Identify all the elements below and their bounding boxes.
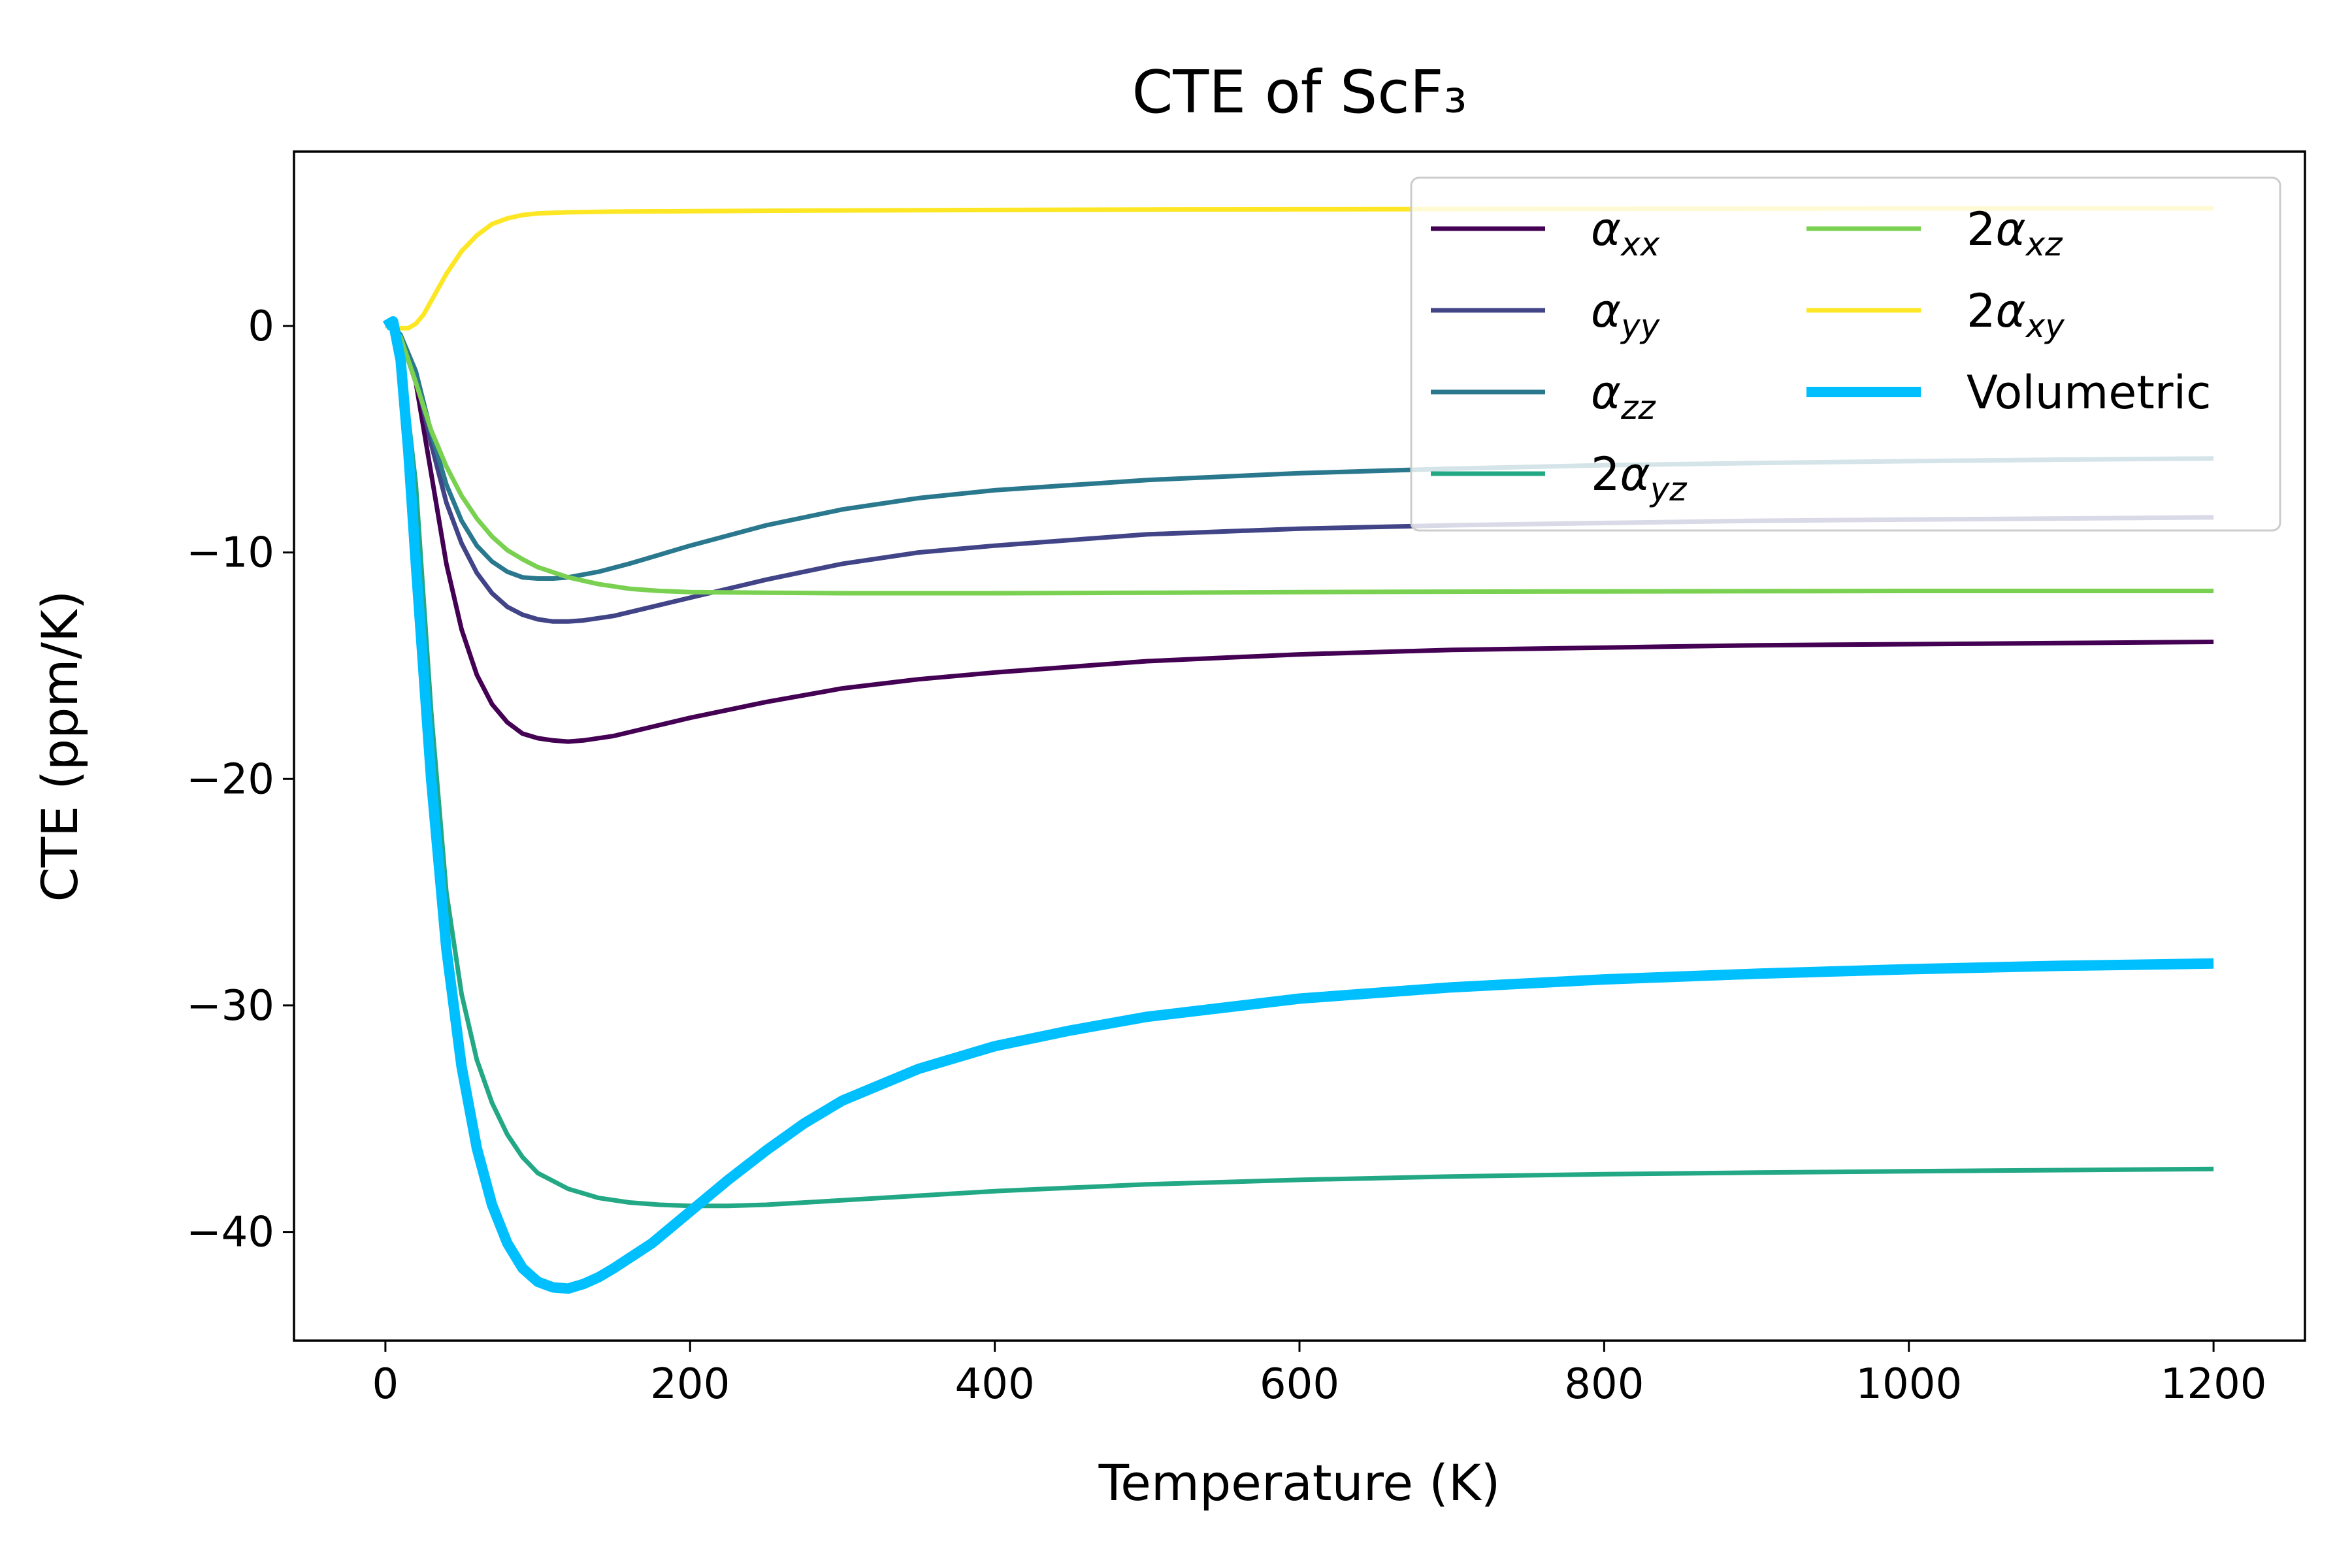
legend-label: αyy [1591, 284, 1661, 345]
chart-title: CTE of ScF₃ [1132, 58, 1467, 127]
x-tick-label: 1000 [1855, 1360, 1962, 1409]
legend-item: 2αyz [1431, 448, 1688, 508]
series-line-volumetric [382, 316, 2214, 1294]
legend-item: αzz [1431, 366, 1656, 427]
x-axis-label: Temperature (K) [1098, 1454, 1501, 1512]
series-line-2xz [385, 323, 2214, 596]
x-tick-label: 200 [650, 1360, 730, 1409]
legend-label: 2αyz [1591, 448, 1688, 508]
y-axis-ticks: 0 −10 −20 −30 −40 [186, 302, 294, 1257]
legend-item: 2αxy [1806, 284, 2065, 345]
series-lines [382, 206, 2214, 1294]
x-tick-label: 800 [1564, 1360, 1644, 1409]
legend-label: αxx [1591, 203, 1660, 263]
legend-label: Volumetric [1967, 366, 2212, 419]
series-line-xx [385, 323, 2214, 744]
x-tick-label: 1200 [2161, 1360, 2267, 1409]
legend: αxx αyy αzz 2αyz 2αxz 2αxy Volumetric [1410, 176, 2281, 532]
x-tick-label: 400 [955, 1360, 1035, 1409]
x-tick-label: 0 [372, 1360, 399, 1409]
legend-label: 2αxy [1967, 284, 2065, 345]
legend-item: Volumetric [1806, 366, 2212, 419]
x-tick-label: 600 [1260, 1360, 1339, 1409]
y-tick-label: −40 [186, 1209, 274, 1257]
legend-label: αzz [1591, 366, 1656, 427]
y-tick-label: −10 [186, 529, 274, 578]
legend-item: αyy [1431, 284, 1661, 345]
legend-label: 2αxz [1967, 203, 2063, 263]
legend-item: αxx [1431, 203, 1660, 263]
y-tick-label: 0 [248, 302, 274, 351]
y-axis-label: CTE (ppm/K) [31, 591, 89, 902]
y-tick-label: −20 [186, 755, 274, 804]
legend-box [1410, 176, 2281, 532]
y-tick-label: −30 [186, 982, 274, 1030]
legend-item: 2αxz [1806, 203, 2063, 263]
x-axis-ticks: 0 200 400 600 800 1000 1200 [372, 1341, 2267, 1409]
